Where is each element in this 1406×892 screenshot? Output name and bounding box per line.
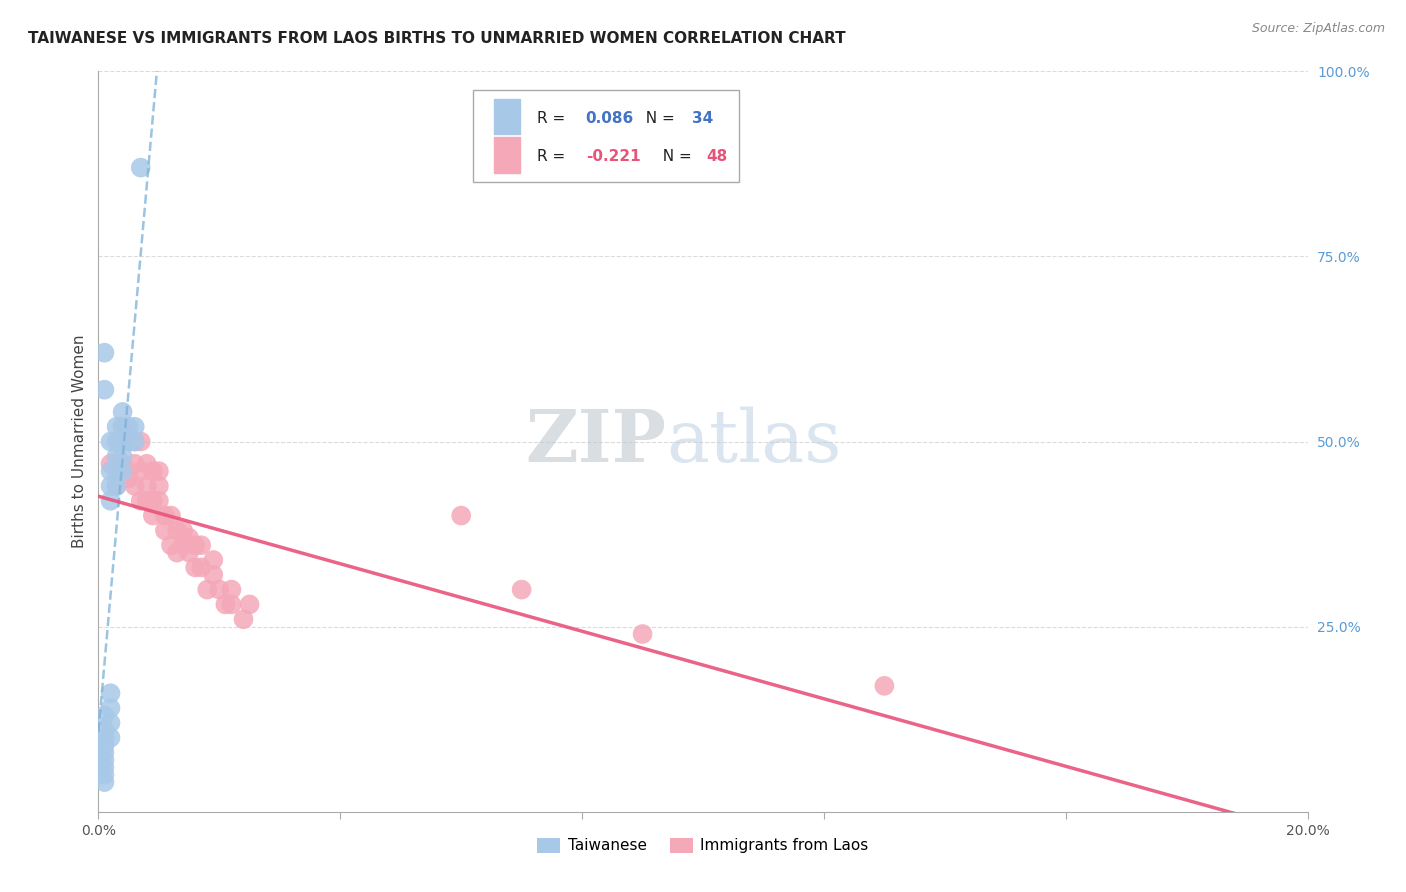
Point bbox=[208, 582, 231, 597]
Point bbox=[105, 434, 128, 449]
Text: atlas: atlas bbox=[666, 406, 842, 477]
FancyBboxPatch shape bbox=[474, 90, 740, 183]
Point bbox=[631, 627, 654, 641]
Point bbox=[214, 598, 236, 612]
Point bbox=[239, 598, 262, 612]
Point bbox=[100, 493, 122, 508]
Point bbox=[221, 582, 243, 597]
Text: R =: R = bbox=[537, 111, 571, 126]
Point bbox=[166, 546, 188, 560]
Point bbox=[160, 508, 183, 523]
Point bbox=[93, 383, 115, 397]
Text: -0.221: -0.221 bbox=[586, 149, 640, 164]
Point bbox=[93, 760, 115, 774]
Point bbox=[148, 464, 170, 478]
Point bbox=[190, 560, 212, 574]
Text: N =: N = bbox=[654, 149, 697, 164]
Point bbox=[142, 464, 165, 478]
Point bbox=[105, 479, 128, 493]
Point bbox=[510, 582, 533, 597]
Point bbox=[184, 560, 207, 574]
Point bbox=[100, 457, 122, 471]
Bar bbox=[494, 99, 520, 135]
Point bbox=[111, 419, 134, 434]
Point bbox=[105, 450, 128, 464]
Point bbox=[166, 524, 188, 538]
Point bbox=[190, 538, 212, 552]
Point bbox=[93, 746, 115, 760]
Bar bbox=[494, 137, 520, 173]
Point bbox=[153, 524, 176, 538]
Point bbox=[135, 479, 157, 493]
Point bbox=[873, 679, 896, 693]
Point bbox=[202, 553, 225, 567]
Point bbox=[142, 493, 165, 508]
Point bbox=[100, 434, 122, 449]
Point bbox=[129, 464, 152, 478]
Point bbox=[124, 434, 146, 449]
Point bbox=[124, 479, 146, 493]
Point bbox=[179, 546, 201, 560]
Point bbox=[172, 524, 194, 538]
Point bbox=[118, 471, 141, 485]
Point bbox=[129, 493, 152, 508]
Point bbox=[129, 161, 152, 175]
Point bbox=[124, 434, 146, 449]
Text: 0.086: 0.086 bbox=[586, 111, 634, 126]
Point bbox=[450, 508, 472, 523]
Point bbox=[105, 479, 128, 493]
Point bbox=[111, 419, 134, 434]
Point bbox=[93, 775, 115, 789]
Text: 34: 34 bbox=[692, 111, 713, 126]
Text: ZIP: ZIP bbox=[526, 406, 666, 477]
Point bbox=[172, 538, 194, 552]
Point bbox=[93, 753, 115, 767]
Point bbox=[160, 538, 183, 552]
Point bbox=[105, 419, 128, 434]
Text: N =: N = bbox=[637, 111, 681, 126]
Point bbox=[111, 434, 134, 449]
Point bbox=[232, 612, 254, 626]
Point bbox=[93, 345, 115, 359]
Point bbox=[124, 419, 146, 434]
Point bbox=[100, 731, 122, 745]
Point bbox=[202, 567, 225, 582]
Point bbox=[93, 731, 115, 745]
Point bbox=[93, 708, 115, 723]
Point bbox=[100, 464, 122, 478]
Point bbox=[118, 434, 141, 449]
Point bbox=[148, 479, 170, 493]
Point bbox=[129, 434, 152, 449]
Point bbox=[148, 493, 170, 508]
Point bbox=[221, 598, 243, 612]
Point bbox=[111, 457, 134, 471]
Point bbox=[100, 686, 122, 700]
Point bbox=[93, 767, 115, 781]
Point bbox=[124, 457, 146, 471]
Point bbox=[153, 508, 176, 523]
Point bbox=[105, 464, 128, 478]
Point bbox=[135, 493, 157, 508]
Point bbox=[142, 508, 165, 523]
Text: Source: ZipAtlas.com: Source: ZipAtlas.com bbox=[1251, 22, 1385, 36]
Point bbox=[135, 457, 157, 471]
Text: R =: R = bbox=[537, 149, 571, 164]
Point bbox=[93, 738, 115, 752]
Legend: Taiwanese, Immigrants from Laos: Taiwanese, Immigrants from Laos bbox=[531, 831, 875, 860]
Point bbox=[179, 531, 201, 545]
Point bbox=[184, 538, 207, 552]
Point bbox=[93, 723, 115, 738]
Point bbox=[118, 434, 141, 449]
Point bbox=[100, 479, 122, 493]
Text: TAIWANESE VS IMMIGRANTS FROM LAOS BIRTHS TO UNMARRIED WOMEN CORRELATION CHART: TAIWANESE VS IMMIGRANTS FROM LAOS BIRTHS… bbox=[28, 31, 846, 46]
Point bbox=[100, 715, 122, 730]
Point bbox=[111, 405, 134, 419]
Point bbox=[195, 582, 218, 597]
Y-axis label: Births to Unmarried Women: Births to Unmarried Women bbox=[72, 334, 87, 549]
Text: 48: 48 bbox=[707, 149, 728, 164]
Point bbox=[111, 450, 134, 464]
Point bbox=[111, 464, 134, 478]
Point bbox=[118, 419, 141, 434]
Point bbox=[100, 701, 122, 715]
